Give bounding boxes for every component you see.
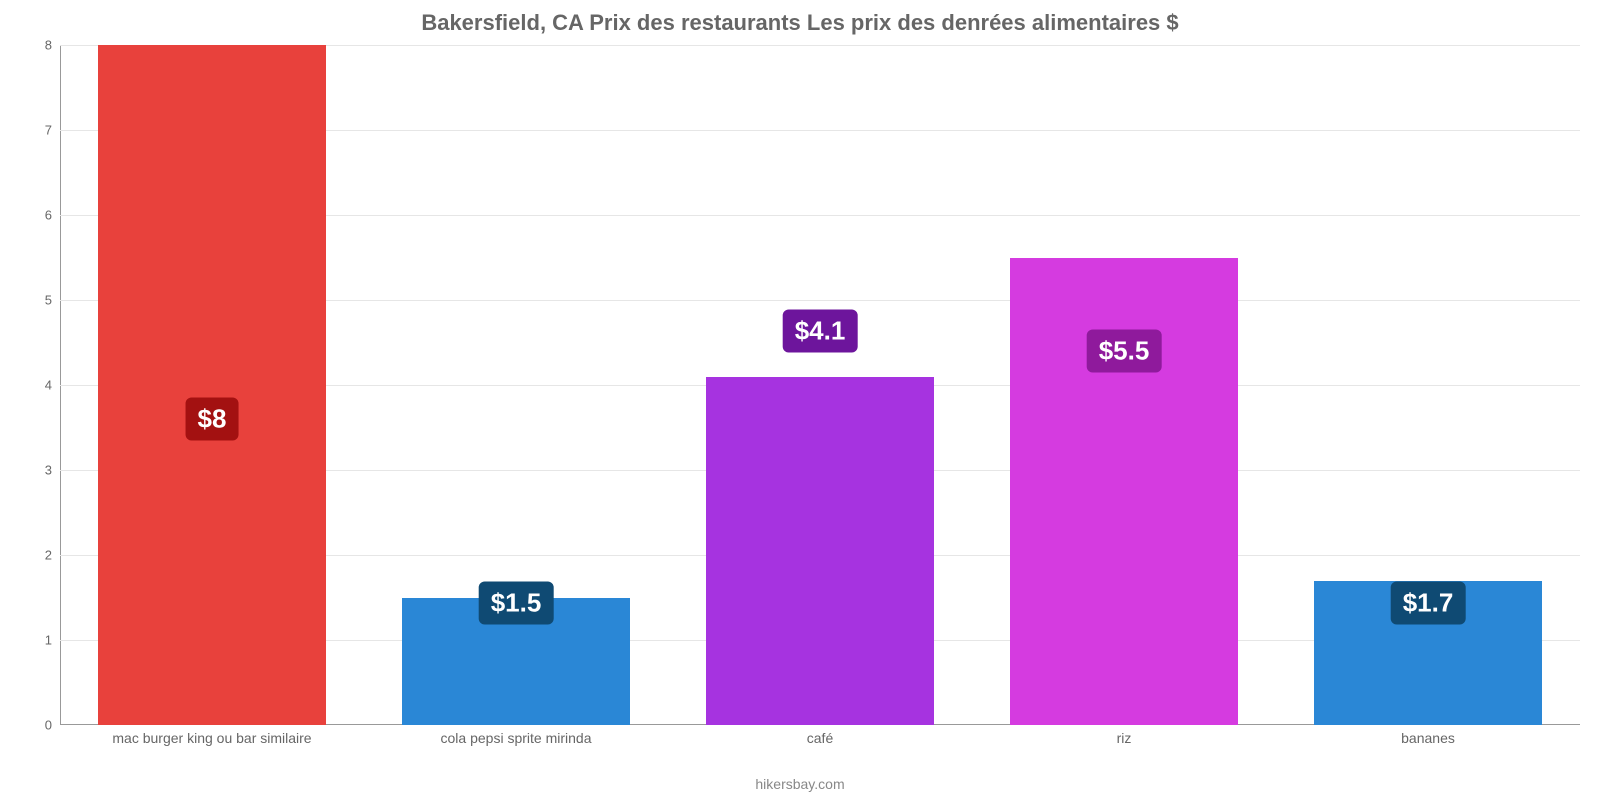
bar: $4.1: [706, 377, 934, 726]
y-tick-label: 7: [45, 123, 52, 138]
y-tick-label: 2: [45, 548, 52, 563]
chart-title: Bakersfield, CA Prix des restaurants Les…: [0, 10, 1600, 36]
plot-area: 012345678$8$1.5$4.1$5.5$1.7: [60, 45, 1580, 725]
y-tick-label: 3: [45, 463, 52, 478]
y-tick-label: 5: [45, 293, 52, 308]
value-badge: $1.7: [1391, 581, 1466, 624]
chart-footer: hikersbay.com: [0, 776, 1600, 792]
bar: $5.5: [1010, 258, 1238, 726]
value-badge: $4.1: [783, 309, 858, 352]
x-tick-label: cola pepsi sprite mirinda: [441, 730, 592, 746]
x-tick-label: café: [807, 730, 833, 746]
bar: $8: [98, 45, 326, 725]
value-badge: $1.5: [479, 581, 554, 624]
y-tick-label: 6: [45, 208, 52, 223]
y-tick-label: 0: [45, 718, 52, 733]
x-tick-label: bananes: [1401, 730, 1455, 746]
y-tick-label: 4: [45, 378, 52, 393]
value-badge: $8: [186, 398, 239, 441]
x-axis-labels: mac burger king ou bar similaire cola pep…: [60, 730, 1580, 760]
y-tick-label: 8: [45, 38, 52, 53]
x-tick-label: riz: [1117, 730, 1132, 746]
bar: $1.5: [402, 598, 630, 726]
value-badge: $5.5: [1087, 330, 1162, 373]
bar: $1.7: [1314, 581, 1542, 726]
chart-container: Bakersfield, CA Prix des restaurants Les…: [0, 0, 1600, 800]
x-tick-label: mac burger king ou bar similaire: [112, 730, 311, 746]
y-tick-label: 1: [45, 633, 52, 648]
